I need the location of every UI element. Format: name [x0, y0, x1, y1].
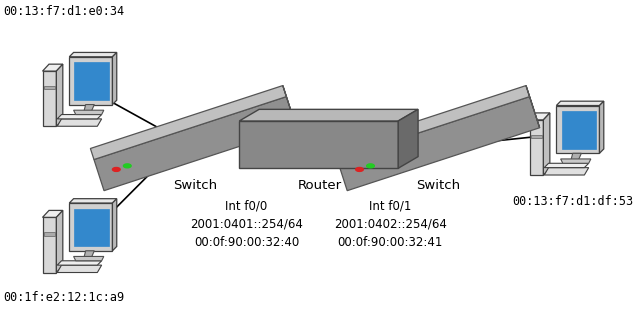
Circle shape — [367, 164, 374, 168]
Text: 00:1f:e2:12:1c:a9: 00:1f:e2:12:1c:a9 — [3, 291, 124, 304]
Polygon shape — [90, 85, 286, 160]
Text: Int f0/1
2001:0402::254/64
00:0f:90:00:32:41: Int f0/1 2001:0402::254/64 00:0f:90:00:3… — [334, 200, 447, 249]
Polygon shape — [94, 97, 296, 191]
Polygon shape — [42, 210, 63, 217]
Polygon shape — [57, 119, 102, 126]
Polygon shape — [74, 110, 104, 114]
Polygon shape — [74, 62, 109, 100]
Polygon shape — [544, 163, 589, 168]
Polygon shape — [570, 153, 581, 163]
Polygon shape — [544, 168, 589, 175]
Circle shape — [124, 164, 131, 168]
Polygon shape — [74, 256, 104, 261]
Polygon shape — [57, 261, 102, 265]
Polygon shape — [69, 52, 116, 57]
Polygon shape — [69, 199, 116, 203]
Polygon shape — [74, 209, 109, 246]
Polygon shape — [239, 121, 398, 168]
Polygon shape — [561, 111, 596, 149]
Polygon shape — [333, 85, 529, 160]
Polygon shape — [56, 210, 63, 272]
Text: 00:13:f7:d1:e0:34: 00:13:f7:d1:e0:34 — [3, 5, 124, 18]
Text: Router: Router — [298, 179, 342, 192]
Polygon shape — [69, 203, 113, 251]
Polygon shape — [57, 265, 102, 272]
Polygon shape — [69, 57, 113, 105]
Polygon shape — [529, 113, 550, 120]
Text: Switch: Switch — [417, 179, 460, 192]
Polygon shape — [529, 120, 543, 175]
Polygon shape — [239, 109, 418, 121]
Polygon shape — [337, 97, 540, 191]
Polygon shape — [83, 251, 94, 261]
Polygon shape — [561, 159, 591, 163]
Polygon shape — [44, 86, 54, 89]
Circle shape — [113, 167, 120, 171]
Polygon shape — [600, 101, 604, 153]
Text: 00:13:f7:d1:df:53: 00:13:f7:d1:df:53 — [512, 195, 633, 208]
Text: Switch: Switch — [173, 179, 217, 192]
Polygon shape — [56, 64, 63, 126]
Polygon shape — [398, 109, 418, 168]
Text: Int f0/0
2001:0401::254/64
00:0f:90:00:32:40: Int f0/0 2001:0401::254/64 00:0f:90:00:3… — [190, 200, 303, 249]
Polygon shape — [113, 52, 116, 105]
Polygon shape — [526, 85, 540, 128]
Polygon shape — [44, 232, 54, 236]
Polygon shape — [113, 199, 116, 251]
Polygon shape — [556, 101, 604, 106]
Circle shape — [356, 167, 364, 171]
Polygon shape — [42, 71, 56, 126]
Polygon shape — [57, 114, 102, 119]
Polygon shape — [556, 106, 600, 153]
Polygon shape — [83, 105, 94, 114]
Polygon shape — [42, 217, 56, 272]
Polygon shape — [543, 113, 550, 175]
Polygon shape — [42, 64, 63, 71]
Polygon shape — [531, 135, 541, 138]
Polygon shape — [283, 85, 296, 128]
